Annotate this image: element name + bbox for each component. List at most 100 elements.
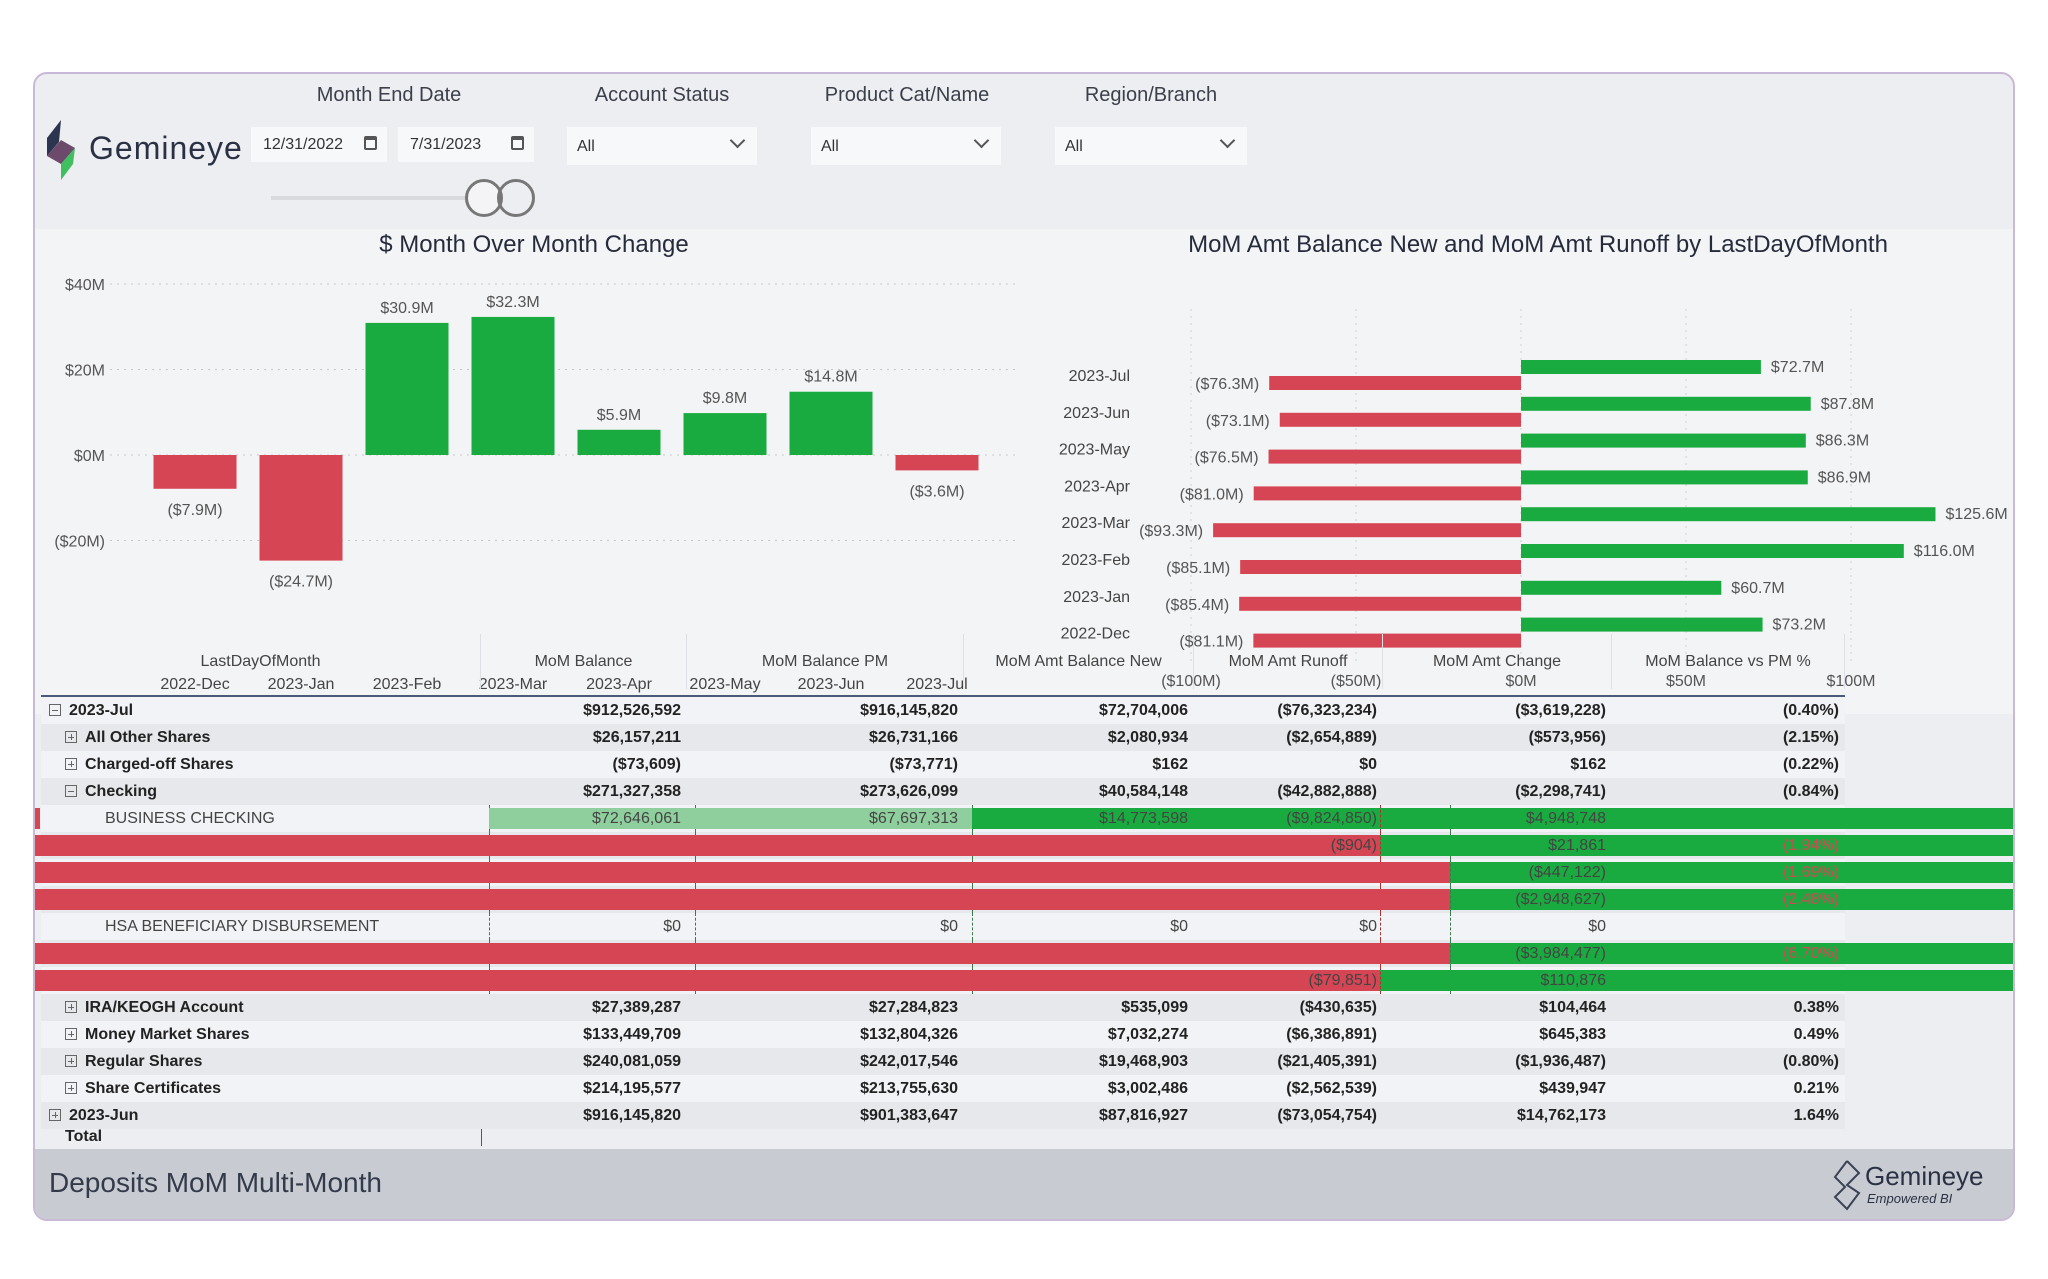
y-tick-label: 2023-Jul [1069, 368, 1130, 385]
databar-axis [1450, 913, 1451, 940]
footer-brand: Gemineye [1865, 1161, 1984, 1191]
date-slider-track[interactable] [271, 196, 486, 200]
collapse-icon[interactable] [65, 785, 77, 797]
expand-icon[interactable] [65, 1028, 77, 1040]
expand-icon[interactable] [65, 1055, 77, 1067]
column-header[interactable]: MoM Balance vs PM % [1612, 634, 1845, 689]
expand-icon[interactable] [65, 758, 77, 770]
data-label: ($7.9M) [167, 502, 222, 519]
new-data-label: $72.7M [1771, 359, 1824, 376]
x-tick-label: 2023-Mar [479, 676, 548, 693]
table-cell: ($3,984,477) [1515, 945, 1606, 962]
expand-icon[interactable] [65, 1082, 77, 1094]
new-data-label: $86.3M [1816, 433, 1869, 450]
table-cell: $645,383 [1539, 1026, 1606, 1043]
table-row-detail: NO DIVIDEND BUSINESS CHECKING$2,403,159$… [35, 967, 2013, 994]
product-dropdown[interactable]: All [811, 127, 1001, 165]
bar-2023-May [683, 413, 767, 455]
runoff-data-label: ($73.1M) [1206, 413, 1270, 430]
row-header[interactable]: Share Certificates [41, 1075, 481, 1102]
table-row[interactable]: Charged-off Shares ($73,609) ($73,771) $162… [41, 751, 1845, 778]
slider-handle-end[interactable] [497, 179, 535, 217]
table-cell: $72,646,061 [592, 810, 681, 827]
start-date-input[interactable]: 12/31/2022 [251, 127, 387, 162]
data-bar [1450, 835, 2013, 856]
table-cell: ($76,323,234) [1277, 702, 1377, 719]
logo-text: Gemineye [89, 130, 243, 166]
row-header[interactable]: Charged-off Shares [41, 751, 481, 778]
table-cell: $40,584,148 [1099, 783, 1188, 800]
column-header[interactable]: LastDayOfMonth [41, 634, 481, 689]
data-bar [1450, 970, 2013, 991]
calendar-icon[interactable] [511, 136, 524, 150]
account-status-value: All [577, 138, 595, 155]
mom-change-chart: $40M $20M $0M ($20M) ($7.9M) 2022-Dec ($24.7M)… [54, 277, 1020, 693]
row-header[interactable]: All Other Shares [41, 724, 481, 751]
bar-2023-Feb [365, 322, 449, 455]
table-row-detail: CHARGED OFF CP CHECKING($1,105,005)($1,1… [35, 832, 2013, 859]
bar-2023-Apr [577, 429, 661, 455]
report-canvas: Gemineye Month End Date Account Status P… [33, 72, 2015, 1221]
table-cell: (0.40%) [1782, 702, 1839, 719]
row-header[interactable]: IRA/KEOGH Account [41, 994, 481, 1021]
table-row[interactable]: Checking $271,327,358 $273,626,099 $40,584,… [41, 778, 1845, 805]
row-header[interactable]: Money Market Shares [41, 1021, 481, 1048]
table-cell: 0.21% [1793, 1080, 1839, 1097]
table-row[interactable]: All Other Shares $26,157,211 $26,731,166 $2… [41, 724, 1845, 751]
bar-2023-Jan [259, 455, 343, 561]
expand-icon[interactable] [65, 1001, 77, 1013]
row-header[interactable]: Checking [41, 778, 481, 805]
table-cell: $271,327,358 [583, 783, 681, 800]
table-cell: $132,804,326 [860, 1026, 958, 1043]
new-data-label: $125.6M [1945, 506, 2007, 523]
table-row[interactable]: Regular Shares $240,081,059 $242,017,546 $1… [41, 1048, 1845, 1075]
table-cell: $19,468,903 [1099, 1053, 1188, 1070]
row-header[interactable]: 2023-Jul [41, 697, 481, 724]
expand-icon[interactable] [65, 731, 77, 743]
new-runoff-chart-title: MoM Amt Balance New and MoM Amt Runoff b… [1188, 231, 1888, 258]
table-cell: ($21,405,391) [1277, 1053, 1377, 1070]
table-row[interactable]: 2023-Jun $916,145,820 $901,383,647 $87,816,… [41, 1102, 1845, 1129]
column-header[interactable]: MoM Amt Runoff [1194, 634, 1383, 689]
collapse-icon[interactable] [49, 704, 61, 716]
table-cell: (1.69%) [1782, 864, 1839, 881]
table-cell: ($73,771) [889, 756, 959, 773]
runoff-data-label: ($81.1M) [1179, 634, 1243, 651]
account-status-dropdown[interactable]: All [567, 127, 757, 165]
table-row[interactable]: 2023-Jul $912,526,592 $916,145,820 $72,704,… [41, 697, 1845, 724]
data-label: $9.8M [703, 390, 747, 407]
table-row[interactable]: Money Market Shares $133,449,709 $132,804,… [41, 1021, 1845, 1048]
row-header[interactable]: Regular Shares [41, 1048, 481, 1075]
row-header[interactable]: 2023-Jun [41, 1102, 481, 1129]
databar-axis [1450, 886, 1451, 913]
table-cell: ($2,948,627) [1515, 891, 1606, 908]
table-cell: ($42,882,888) [1277, 783, 1377, 800]
end-date-input[interactable]: 7/31/2023 [398, 127, 534, 162]
mom-change-chart-title: $ Month Over Month Change [379, 231, 689, 258]
table-cell: ($904) [1330, 837, 1377, 854]
table-row[interactable]: IRA/KEOGH Account $27,389,287 $27,284,823 $… [41, 994, 1845, 1021]
table-cell: ($447,122) [1528, 864, 1606, 881]
table-row-detail: CHECKING$26,064,108$26,511,231$4,044,727… [35, 859, 2013, 886]
column-header[interactable]: MoM Amt Change [1383, 634, 1612, 689]
column-header[interactable]: MoM Balance [481, 634, 687, 689]
data-bar [35, 970, 1380, 991]
databar-axis [695, 913, 696, 940]
data-bar [35, 943, 1450, 964]
table-cell: $0 [663, 918, 681, 935]
table-row[interactable]: Share Certificates $214,195,577 $213,755,6… [41, 1075, 1845, 1102]
new-runoff-chart: ($100M) ($50M) $0M $50M $100M 2023-Jul $72.7M (… [1059, 309, 2008, 690]
runoff-bar [1279, 412, 1521, 427]
calendar-icon[interactable] [364, 136, 377, 150]
table-cell: (2.15%) [1782, 729, 1839, 746]
table-cell: (2.48%) [1782, 891, 1839, 908]
x-tick-label: 2023-Apr [586, 676, 652, 693]
chevron-down-icon [1219, 132, 1236, 149]
column-header[interactable]: MoM Balance PM [687, 634, 964, 689]
table-cell: 1.64% [1793, 1107, 1839, 1124]
expand-icon[interactable] [49, 1109, 61, 1121]
table-cell: ($2,562,539) [1286, 1080, 1377, 1097]
row-label: Regular Shares [85, 1053, 203, 1070]
column-header[interactable]: MoM Amt Balance New [964, 634, 1194, 689]
region-dropdown[interactable]: All [1055, 127, 1247, 165]
